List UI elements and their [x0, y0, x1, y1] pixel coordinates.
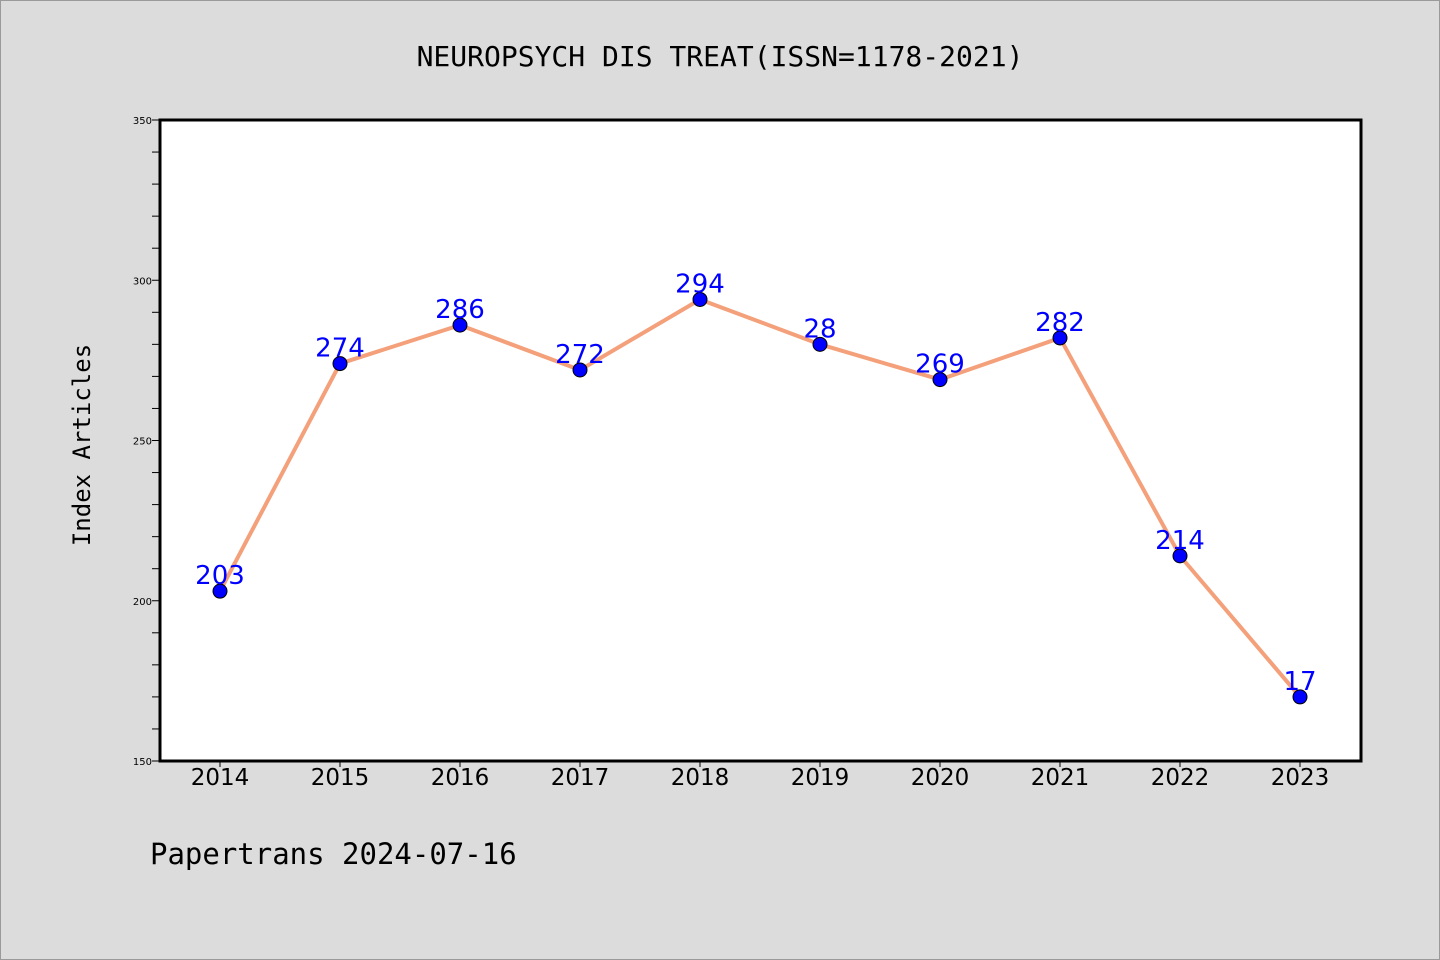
chart-title: NEUROPSYCH DIS TREAT(ISSN=1178-2021) [417, 40, 1024, 73]
x-tick-label: 2018 [671, 765, 730, 791]
footer-credit: Papertrans 2024-07-16 [150, 837, 517, 871]
plot-area: 150 200 250 300 350 2014 2015 2016 2017 2018 2019 2… [133, 116, 1363, 791]
data-label: 282 [1035, 308, 1085, 338]
y-tick-label: 200 [133, 597, 152, 608]
data-point [1052, 330, 1068, 346]
plot-frame [158, 118, 1363, 763]
data-point [572, 362, 588, 378]
data-point [212, 583, 228, 599]
data-label: 274 [315, 334, 365, 364]
x-tick-label: 2020 [911, 765, 970, 791]
x-tick-label: 2022 [1151, 765, 1210, 791]
data-label: 294 [675, 269, 725, 299]
y-axis-label: Index Articles [68, 344, 96, 546]
data-label: 286 [435, 295, 485, 325]
data-label: 17 [1283, 667, 1316, 697]
series-line [218, 297, 1302, 699]
y-tick-label: 300 [133, 276, 152, 287]
data-point [1172, 548, 1188, 564]
x-tick-label: 2021 [1031, 765, 1090, 791]
data-label: 269 [915, 350, 965, 380]
x-tick-label: 2015 [311, 765, 370, 791]
data-label: 203 [195, 561, 245, 591]
data-point [692, 291, 708, 307]
x-tick-label: 2019 [791, 765, 850, 791]
data-point [1292, 689, 1308, 705]
y-tick-label: 350 [133, 116, 152, 127]
data-label: 28 [803, 314, 836, 344]
x-tick-label: 2023 [1271, 765, 1330, 791]
data-point [332, 356, 348, 372]
y-tick-label: 150 [133, 757, 152, 768]
x-tick-label: 2017 [551, 765, 610, 791]
data-point [932, 372, 948, 388]
data-point [812, 336, 828, 352]
x-tick-label: 2014 [191, 765, 250, 791]
y-tick-label: 250 [133, 437, 152, 448]
x-tick-label: 2016 [431, 765, 490, 791]
data-point [452, 317, 468, 333]
data-label: 214 [1155, 526, 1205, 556]
data-label: 272 [555, 340, 605, 370]
